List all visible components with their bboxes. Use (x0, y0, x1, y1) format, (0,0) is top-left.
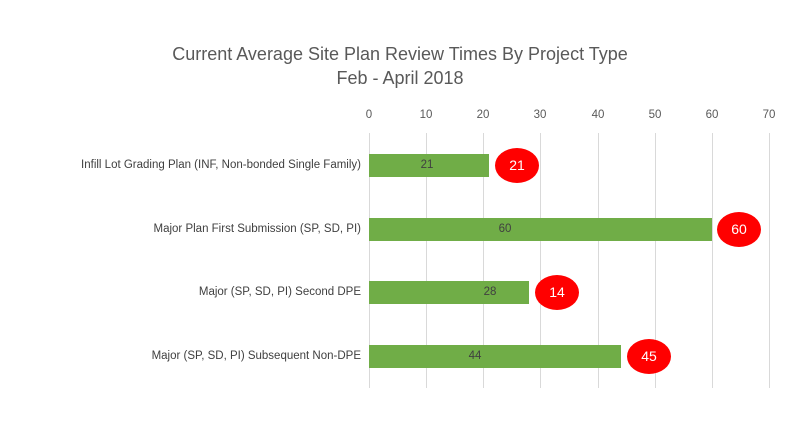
bar: 28 (369, 281, 529, 304)
gridline (426, 133, 427, 388)
chart-title: Current Average Site Plan Review Times B… (0, 42, 800, 90)
gridline (769, 133, 770, 388)
bar: 60 (369, 218, 712, 241)
gridline (369, 133, 370, 388)
category-label: Major (SP, SD, PI) Subsequent Non-DPE (151, 350, 361, 362)
bar: 44 (369, 345, 621, 368)
bar-value-label: 60 (498, 223, 512, 235)
bar-value-label: 28 (483, 286, 497, 298)
chart-title-line1: Current Average Site Plan Review Times B… (172, 44, 628, 64)
annotation-badge: 14 (535, 275, 579, 310)
x-tick-label: 20 (476, 109, 490, 121)
category-label: Infill Lot Grading Plan (INF, Non-bonded… (81, 159, 361, 171)
x-tick-label: 10 (419, 109, 433, 121)
gridline (598, 133, 599, 388)
annotation-badge: 60 (717, 212, 761, 247)
category-label: Major (SP, SD, PI) Second DPE (198, 286, 361, 298)
x-tick-label: 0 (365, 109, 373, 121)
gridline (540, 133, 541, 388)
x-tick-label: 70 (762, 109, 776, 121)
bar-value-label: 44 (468, 350, 482, 362)
category-label: Major Plan First Submission (SP, SD, PI) (153, 223, 362, 235)
x-tick-label: 30 (533, 109, 547, 121)
x-tick-label: 50 (648, 109, 662, 121)
chart-subtitle: Feb - April 2018 (336, 68, 464, 88)
gridline (712, 133, 713, 388)
annotation-badge: 21 (495, 148, 539, 183)
bar: 21 (369, 154, 489, 177)
annotation-badge: 45 (627, 339, 671, 374)
x-tick-label: 40 (591, 109, 605, 121)
gridline (483, 133, 484, 388)
bar-value-label: 21 (420, 159, 434, 171)
x-tick-label: 60 (705, 109, 719, 121)
gridline (655, 133, 656, 388)
